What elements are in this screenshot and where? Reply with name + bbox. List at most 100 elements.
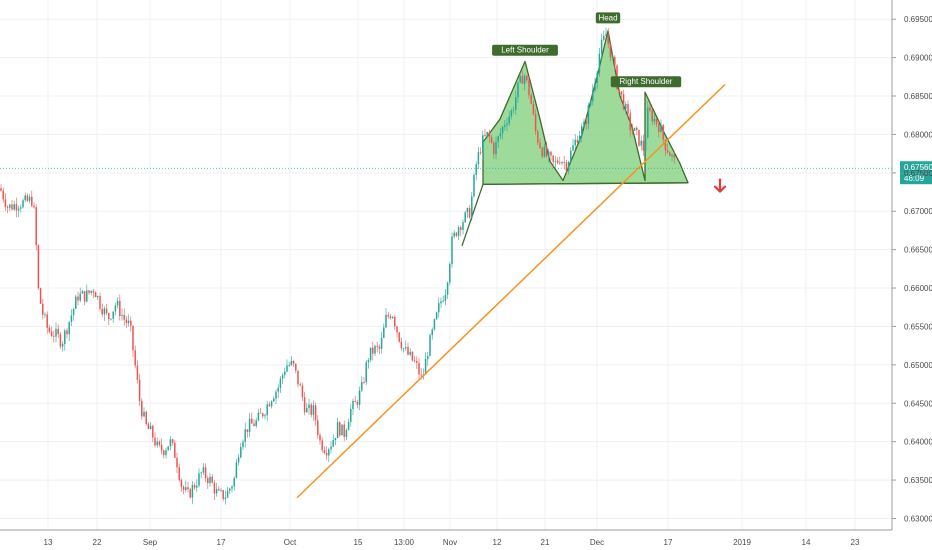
- candle-body: [178, 467, 180, 480]
- candle-body: [658, 124, 660, 132]
- candle-body: [103, 308, 106, 315]
- candle-body: [548, 151, 550, 157]
- candle-body: [314, 405, 317, 421]
- candle-body: [440, 301, 442, 304]
- candle-body: [165, 450, 167, 456]
- y-tick-label: 0.65000: [904, 361, 932, 370]
- x-tick-label: 13:00: [394, 538, 415, 547]
- candle-body: [433, 319, 436, 330]
- candle-body: [268, 404, 271, 407]
- pattern-label-box: [492, 44, 558, 56]
- candle-body: [655, 118, 658, 125]
- candle-body: [281, 375, 284, 379]
- candle-body: [501, 126, 504, 134]
- candle-body: [167, 446, 169, 451]
- candle-body: [354, 400, 356, 402]
- candle-body: [614, 56, 616, 66]
- x-tick-label: Oct: [284, 538, 297, 547]
- candle-body: [530, 95, 532, 104]
- candle-body: [636, 127, 638, 130]
- x-tick-label: 14: [802, 538, 811, 547]
- candle-body: [633, 127, 636, 131]
- candle-body: [420, 374, 422, 376]
- candle-body: [409, 351, 411, 355]
- candle-body: [262, 413, 264, 417]
- candle-body: [519, 76, 521, 83]
- candle-body: [163, 450, 165, 456]
- countdown-label: 46:09: [904, 174, 925, 183]
- grid: [0, 0, 892, 530]
- candle-body: [581, 126, 583, 136]
- candle-body: [299, 384, 301, 386]
- candle-body: [380, 337, 383, 349]
- candle-body: [539, 142, 541, 149]
- candle-body: [119, 300, 121, 316]
- candle-body: [424, 358, 427, 375]
- candle-body: [180, 479, 183, 487]
- candle-body: [444, 294, 447, 301]
- candle-body: [297, 370, 299, 385]
- y-tick-label: 0.63500: [904, 476, 932, 485]
- candle-body: [149, 425, 152, 429]
- candle-body: [543, 146, 546, 157]
- candle-body: [611, 56, 614, 58]
- candle-body: [306, 408, 308, 413]
- candle-body: [246, 429, 249, 433]
- candle-body: [248, 418, 251, 433]
- candle-body: [70, 315, 73, 322]
- candles: [0, 27, 675, 505]
- candle-body: [160, 444, 163, 451]
- candle-body: [622, 94, 625, 109]
- candle-body: [114, 305, 117, 312]
- candle-body: [288, 364, 290, 366]
- pattern-label: Head: [598, 13, 617, 22]
- candle-body: [235, 462, 238, 478]
- candle-body: [347, 421, 350, 431]
- candle-body: [226, 490, 229, 498]
- candle-body: [526, 75, 528, 81]
- candle-body: [220, 490, 222, 491]
- candle-body: [435, 312, 438, 320]
- candle-body: [484, 135, 486, 136]
- candle-body: [125, 319, 128, 324]
- candle-body: [398, 332, 400, 342]
- candle-body: [365, 362, 367, 383]
- candle-body: [339, 422, 341, 436]
- candle-body: [2, 190, 4, 200]
- candle-body: [319, 434, 321, 441]
- candle-body: [618, 89, 620, 92]
- candle-body: [48, 327, 51, 332]
- candle-body: [574, 139, 576, 146]
- candle-body: [605, 34, 607, 36]
- trendline: [296, 83, 726, 499]
- candle-body: [59, 334, 62, 347]
- candle-body: [240, 446, 242, 458]
- candle-body: [156, 441, 158, 446]
- x-tick-label: 15: [354, 538, 363, 547]
- pattern-label-box: [610, 76, 682, 88]
- candle-body: [174, 442, 176, 458]
- candle-body: [323, 450, 326, 453]
- candle-body: [367, 360, 370, 363]
- candle-body: [541, 148, 543, 157]
- candle-body: [642, 140, 645, 151]
- candle-body: [427, 356, 429, 359]
- candle-body: [512, 109, 515, 111]
- candle-body: [196, 485, 198, 488]
- candle-body: [136, 365, 139, 380]
- candle-body: [301, 385, 304, 398]
- candle-body: [147, 424, 150, 429]
- y-tick-label: 0.65500: [904, 322, 932, 331]
- candle-body: [231, 486, 233, 489]
- candle-body: [215, 489, 218, 494]
- candle-body: [510, 110, 513, 117]
- candle-body: [358, 390, 361, 405]
- candle-body: [493, 142, 495, 155]
- candle-body: [86, 290, 88, 302]
- candle-body: [490, 136, 493, 143]
- candle-body: [11, 204, 13, 210]
- candle-body: [369, 347, 372, 361]
- pattern-label: Right Shoulder: [620, 77, 673, 86]
- x-tick-label: 23: [851, 538, 860, 547]
